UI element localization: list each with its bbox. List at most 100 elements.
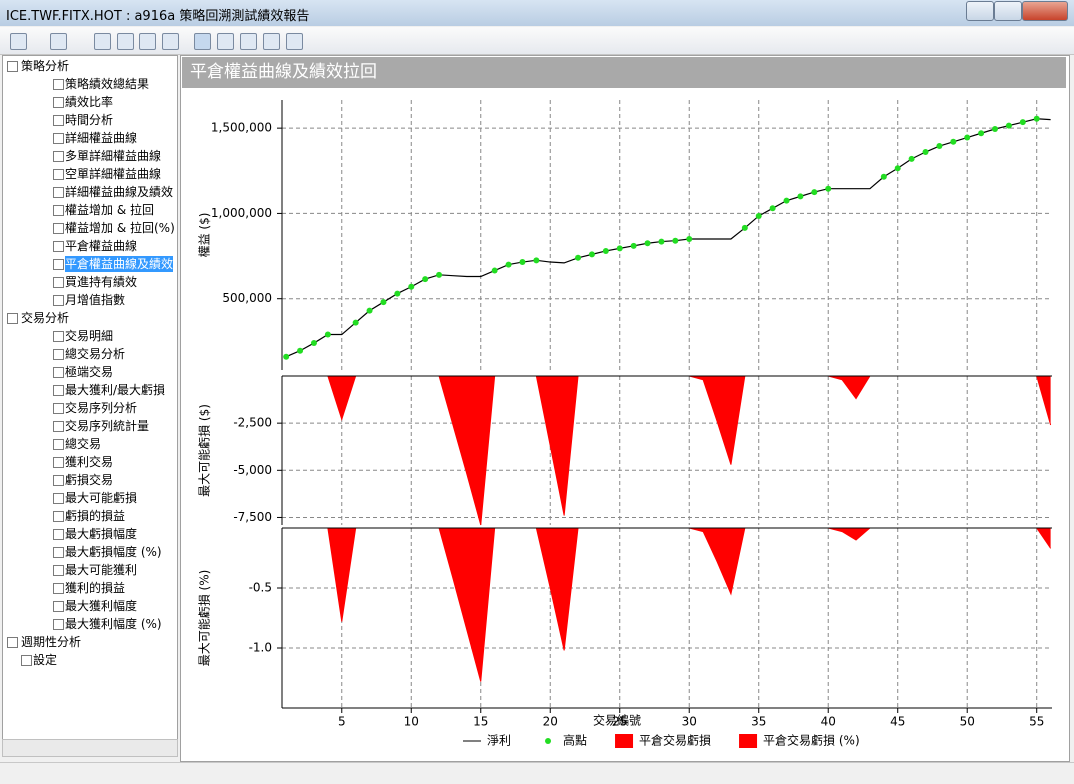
forward-button[interactable] bbox=[50, 33, 67, 50]
print-button[interactable] bbox=[139, 33, 156, 50]
tree-item[interactable]: 多單詳細權益曲線 bbox=[65, 149, 162, 163]
tree-item[interactable]: 最大虧損幅度 bbox=[65, 527, 138, 541]
high-point bbox=[422, 276, 429, 283]
tree-group[interactable]: 策略分析 bbox=[21, 59, 70, 73]
high-point bbox=[978, 130, 985, 137]
item-icon[interactable] bbox=[53, 223, 64, 234]
item-icon[interactable] bbox=[53, 511, 64, 522]
chart-panel bbox=[180, 55, 1070, 762]
item-icon[interactable] bbox=[53, 457, 64, 468]
item-icon[interactable] bbox=[53, 439, 64, 450]
legend-label: 平倉交易虧損 bbox=[639, 733, 711, 748]
item-icon[interactable] bbox=[53, 619, 64, 630]
tree-item[interactable]: 策略績效總結果 bbox=[65, 77, 150, 91]
item-icon[interactable] bbox=[53, 187, 64, 198]
tree-item[interactable]: 最大獲利幅度 (%) bbox=[65, 617, 162, 631]
select-tool[interactable] bbox=[194, 33, 211, 50]
item-icon[interactable] bbox=[53, 205, 64, 216]
close-button[interactable] bbox=[1022, 1, 1068, 21]
tree-item[interactable]: 總交易 bbox=[65, 437, 102, 451]
window-title: ICE.TWF.FITX.HOT : a916a 策略回溯測試績效報告 bbox=[6, 9, 310, 24]
item-icon[interactable] bbox=[53, 295, 64, 306]
item-icon[interactable] bbox=[53, 151, 64, 162]
x-tick-label: 10 bbox=[404, 715, 419, 729]
tree-item[interactable]: 極端交易 bbox=[65, 365, 114, 379]
item-icon[interactable] bbox=[53, 331, 64, 342]
tree-item[interactable]: 最大可能獲利 bbox=[65, 563, 138, 577]
y-tick-label: 1,000,000 bbox=[211, 206, 272, 220]
item-icon[interactable] bbox=[53, 421, 64, 432]
item-icon[interactable] bbox=[53, 529, 64, 540]
item-icon[interactable] bbox=[53, 349, 64, 360]
tree-item[interactable]: 最大獲利幅度 bbox=[65, 599, 138, 613]
high-point bbox=[644, 240, 651, 247]
pan-tool[interactable] bbox=[217, 33, 234, 50]
high-point bbox=[283, 353, 290, 360]
area-fill bbox=[286, 376, 1051, 525]
maximize-button[interactable] bbox=[994, 1, 1022, 21]
tree-item[interactable]: 月增值指數 bbox=[65, 293, 126, 307]
y-axis-title: 最大可能虧損 ($) bbox=[197, 404, 212, 497]
item-icon[interactable] bbox=[21, 655, 32, 666]
expander[interactable] bbox=[7, 637, 18, 648]
item-icon[interactable] bbox=[53, 367, 64, 378]
tree-item[interactable]: 獲利交易 bbox=[65, 455, 114, 469]
tree-item[interactable]: 虧損交易 bbox=[65, 473, 114, 487]
high-point bbox=[491, 267, 498, 274]
tree-item[interactable]: 權益增加 & 拉回 bbox=[65, 203, 154, 217]
item-icon[interactable] bbox=[53, 241, 64, 252]
expander[interactable] bbox=[7, 313, 18, 324]
tree-item[interactable]: 總交易分析 bbox=[65, 347, 126, 361]
tree-item[interactable]: 績效比率 bbox=[65, 95, 114, 109]
tree-item[interactable]: 最大可能虧損 bbox=[65, 491, 138, 505]
y-tick-label: -0.5 bbox=[249, 581, 272, 595]
save-button[interactable] bbox=[94, 33, 111, 50]
high-point bbox=[408, 283, 415, 290]
export-button[interactable] bbox=[117, 33, 134, 50]
tree-item[interactable]: 交易序列分析 bbox=[65, 401, 138, 415]
high-point bbox=[936, 143, 943, 150]
zoom-out-tool[interactable] bbox=[263, 33, 280, 50]
tree-item[interactable]: 虧損的損益 bbox=[65, 509, 126, 523]
item-icon[interactable] bbox=[53, 385, 64, 396]
table-button[interactable] bbox=[162, 33, 179, 50]
item-icon[interactable] bbox=[53, 475, 64, 486]
item-icon[interactable] bbox=[53, 259, 64, 270]
item-icon[interactable] bbox=[53, 115, 64, 126]
tree-item[interactable]: 最大獲利/最大虧損 bbox=[65, 383, 166, 397]
minimize-button[interactable] bbox=[966, 1, 994, 21]
tree-group[interactable]: 交易分析 bbox=[21, 311, 70, 325]
tree-item[interactable]: 權益增加 & 拉回(%) bbox=[65, 221, 175, 235]
tree-item[interactable]: 平倉權益曲線及績效 bbox=[65, 256, 174, 272]
zoom-in-tool[interactable] bbox=[240, 33, 257, 50]
item-icon[interactable] bbox=[53, 97, 64, 108]
tree-item[interactable]: 最大虧損幅度 (%) bbox=[65, 545, 162, 559]
tree-item[interactable]: 買進持有績效 bbox=[65, 275, 138, 289]
item-icon[interactable] bbox=[53, 601, 64, 612]
item-icon[interactable] bbox=[53, 79, 64, 90]
item-icon[interactable] bbox=[53, 277, 64, 288]
item-icon[interactable] bbox=[53, 583, 64, 594]
item-icon[interactable] bbox=[53, 403, 64, 414]
reset-tool[interactable] bbox=[286, 33, 303, 50]
tree-item[interactable]: 空單詳細權益曲線 bbox=[65, 167, 162, 181]
tree-item[interactable]: 平倉權益曲線 bbox=[65, 239, 138, 253]
high-point bbox=[352, 319, 359, 326]
item-icon[interactable] bbox=[53, 169, 64, 180]
tree-item[interactable]: 詳細權益曲線 bbox=[65, 131, 138, 145]
item-icon[interactable] bbox=[53, 493, 64, 504]
tree-item[interactable]: 交易序列統計量 bbox=[65, 419, 150, 433]
item-icon[interactable] bbox=[53, 565, 64, 576]
back-button[interactable] bbox=[10, 33, 27, 50]
tree-item[interactable]: 交易明細 bbox=[65, 329, 114, 343]
tree-item[interactable]: 獲利的損益 bbox=[65, 581, 126, 595]
item-icon[interactable] bbox=[53, 133, 64, 144]
tree-item[interactable]: 設定 bbox=[33, 653, 58, 667]
expander[interactable] bbox=[7, 61, 18, 72]
panel-header: 平倉權益曲線及績效拉回 bbox=[182, 57, 1066, 88]
tree-item[interactable]: 時間分析 bbox=[65, 113, 114, 127]
horizontal-scrollbar[interactable] bbox=[2, 739, 178, 757]
tree-item[interactable]: 詳細權益曲線及績效 bbox=[65, 185, 174, 199]
tree-group[interactable]: 週期性分析 bbox=[21, 635, 82, 649]
item-icon[interactable] bbox=[53, 547, 64, 558]
